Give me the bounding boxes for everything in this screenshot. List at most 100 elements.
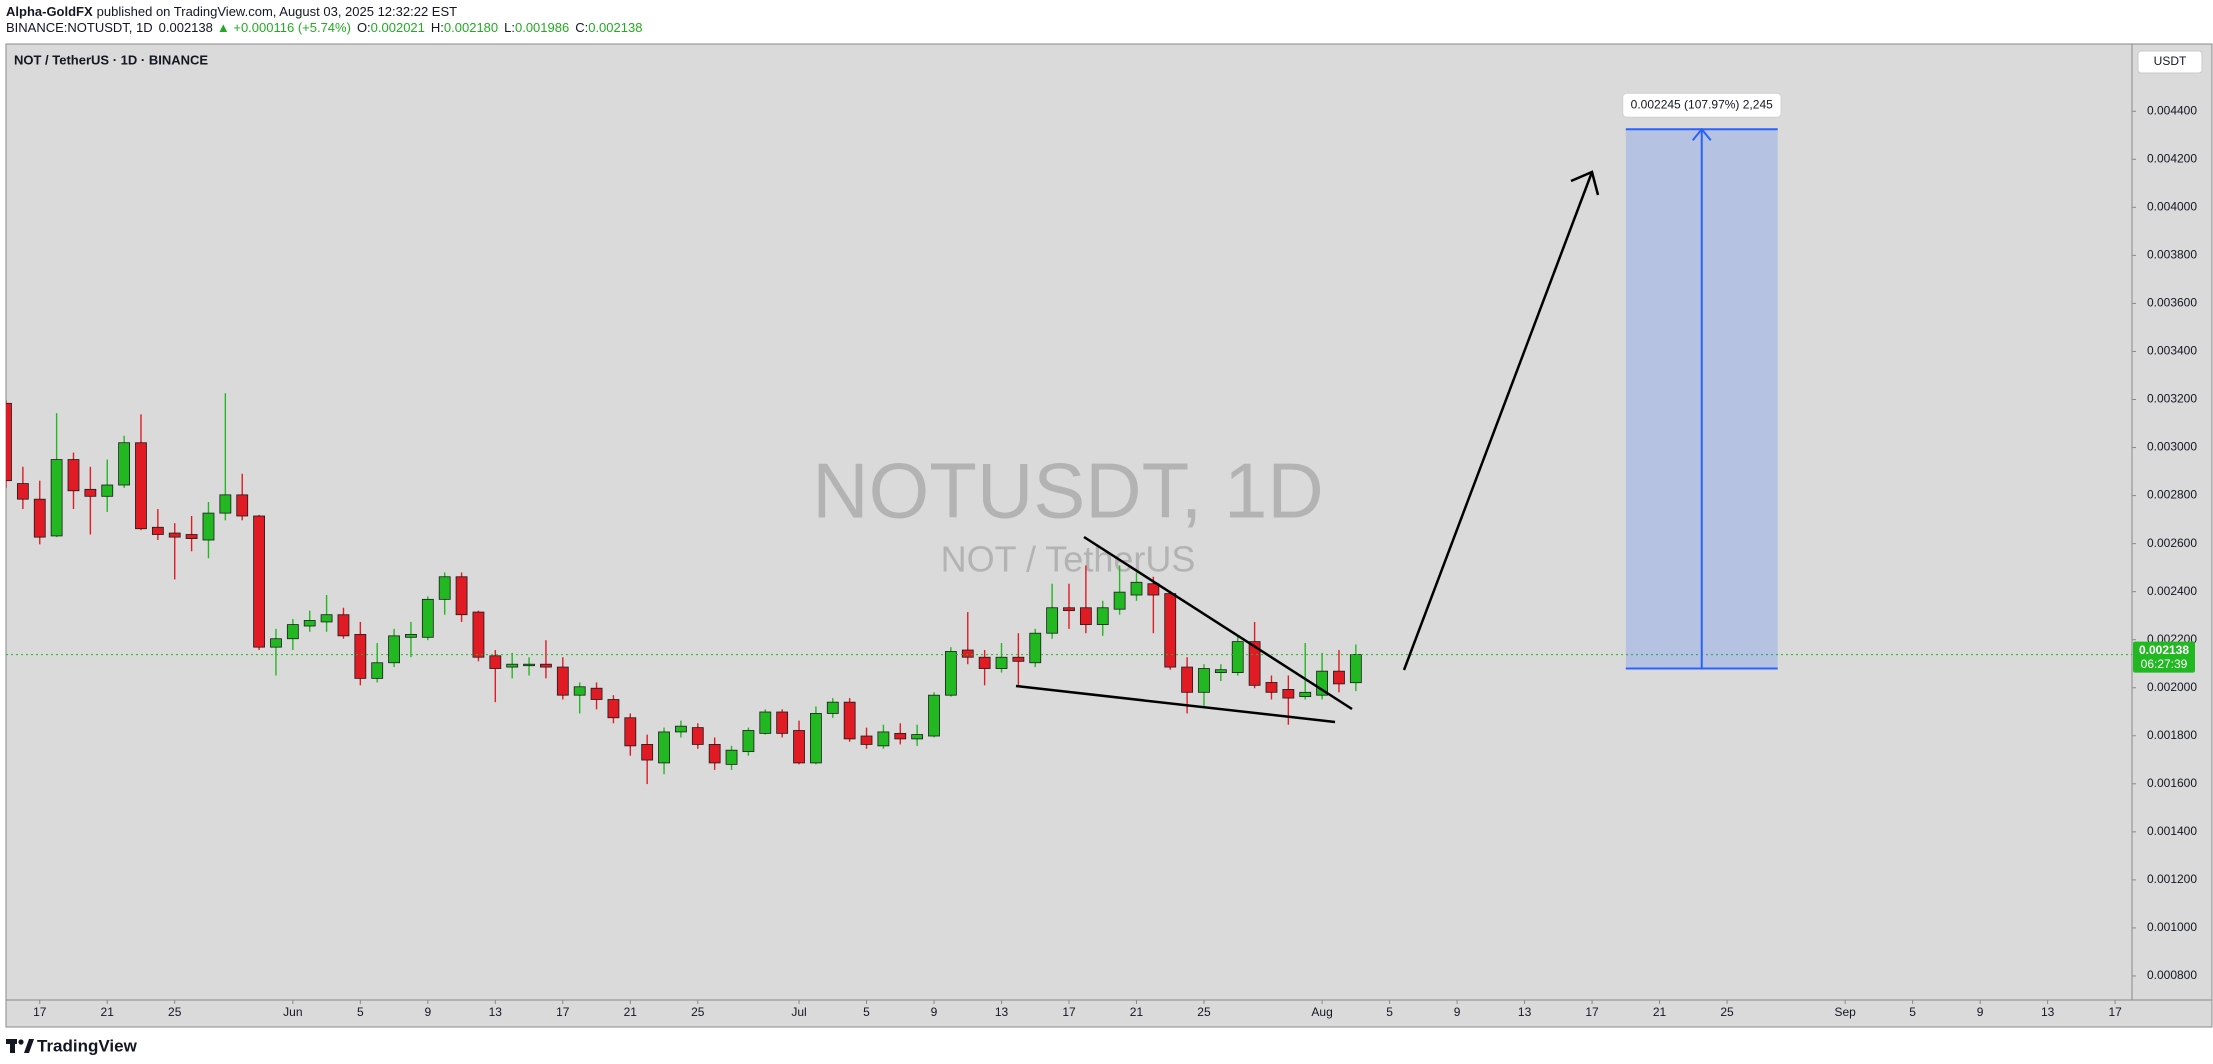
candle-body	[50, 459, 63, 537]
plot-area	[6, 127, 2132, 785]
candle-body	[1096, 607, 1109, 625]
forecast-arrow	[1402, 171, 1594, 671]
candle-body	[270, 638, 282, 648]
currency: USDT	[2154, 54, 2187, 68]
candle-body	[320, 614, 333, 623]
candle-body	[6, 402, 12, 482]
y-tick-label: 0.001600	[2147, 776, 2197, 790]
y-tick-label: 0.004000	[2147, 200, 2197, 214]
low: 0.001986	[515, 20, 569, 35]
candle-body	[489, 655, 502, 669]
candle-body	[1214, 669, 1227, 674]
candle-body	[337, 614, 350, 637]
candle-body	[556, 666, 569, 696]
candle-body	[1299, 691, 1312, 698]
x-tick-label: 5	[1386, 1005, 1393, 1019]
candle-body	[455, 576, 468, 616]
close: 0.002138	[588, 20, 642, 35]
candle-body	[1012, 656, 1025, 662]
x-tick-label: 13	[489, 1005, 503, 1019]
candle-body	[151, 526, 164, 535]
x-tick-label: 9	[1454, 1005, 1461, 1019]
high: 0.002180	[444, 20, 498, 35]
x-tick-label: Sep	[1834, 1005, 1856, 1019]
candle-body	[33, 498, 46, 538]
candle-body	[590, 687, 603, 700]
watermark: NOTUSDT, 1D	[812, 447, 1323, 535]
candle-body	[405, 634, 417, 638]
candle-body	[1349, 654, 1362, 684]
candle-body	[253, 515, 265, 648]
candle-body	[16, 483, 29, 500]
candle-body	[303, 620, 316, 627]
candle-body	[202, 512, 215, 541]
x-tick-label: Jul	[791, 1005, 806, 1019]
x-tick-label: 25	[168, 1005, 182, 1019]
candle-body	[641, 744, 654, 761]
open: 0.002021	[371, 20, 425, 35]
x-tick-label: 9	[424, 1005, 431, 1019]
candle-body	[1333, 670, 1345, 685]
candle-body	[658, 731, 670, 764]
published: published on TradingView.com, August 03,…	[97, 4, 457, 19]
candle-body	[219, 494, 232, 514]
candle-body	[725, 749, 738, 765]
y-tick-label: 0.001800	[2147, 728, 2197, 742]
x-tick-label: 25	[691, 1005, 705, 1019]
forecast-arrow-head	[1570, 170, 1600, 196]
x-tick-label: 9	[1977, 1005, 1984, 1019]
candle-body	[742, 730, 755, 753]
candle-body	[1248, 641, 1261, 686]
candle-body	[911, 734, 924, 740]
candle-body	[421, 598, 434, 638]
x-tick-label: 17	[1585, 1005, 1599, 1019]
countdown: 06:27:39	[2141, 657, 2188, 671]
x-tick-label: 13	[995, 1005, 1009, 1019]
c-label: C:	[575, 20, 588, 35]
candle-body	[1164, 593, 1177, 668]
y-tick-label: 0.001400	[2147, 824, 2197, 838]
y-tick-label: 0.001200	[2147, 872, 2197, 886]
candle-body	[826, 701, 839, 714]
header-line: Alpha-GoldFX published on TradingView.com…	[6, 4, 457, 19]
candle-body	[708, 744, 721, 764]
candle-body	[995, 656, 1008, 669]
x-tick-label: 21	[1130, 1005, 1144, 1019]
legend-title: NOT / TetherUS · 1D · BINANCE	[14, 52, 208, 67]
y-tick-label: 0.000800	[2147, 968, 2197, 982]
logo-part	[24, 1039, 34, 1053]
y-tick-label: 0.003600	[2147, 296, 2197, 310]
projection-label: 0.002245 (107.97%) 2,245	[1631, 97, 1773, 111]
projection-label-box	[1622, 92, 1782, 118]
y-tick-label: 0.003400	[2147, 344, 2197, 358]
currency-box[interactable]	[2137, 50, 2203, 74]
last-price-box	[2133, 641, 2195, 673]
candle-body	[1046, 607, 1059, 634]
candle-body	[944, 651, 957, 696]
candle-body	[118, 442, 131, 486]
candle-body	[168, 532, 181, 538]
x-tick-label: 25	[1197, 1005, 1211, 1019]
candle-body	[1113, 591, 1126, 610]
logo-part	[10, 1039, 15, 1053]
y-tick-label: 0.003200	[2147, 392, 2197, 406]
watermark-sub: NOT / TetherUS	[941, 539, 1196, 580]
candle-body	[961, 649, 974, 658]
y-tick-label: 0.002400	[2147, 584, 2197, 598]
change: ▲ +0.000116 (+5.74%)	[217, 20, 351, 35]
candle-body	[776, 711, 789, 734]
candle-body	[810, 713, 822, 764]
x-tick-label: 13	[2041, 1005, 2055, 1019]
x-tick-label: 25	[1720, 1005, 1734, 1019]
x-tick-label: 5	[1909, 1005, 1916, 1019]
x-tick-label: 17	[1062, 1005, 1076, 1019]
y-tick-label: 0.003800	[2147, 248, 2197, 262]
lower-trendline	[1015, 684, 1336, 724]
x-tick-label: 9	[931, 1005, 938, 1019]
candle-body	[1265, 682, 1278, 693]
candle-body	[607, 699, 620, 719]
candle-body	[1063, 607, 1075, 612]
y-tick-label: 0.002800	[2147, 488, 2197, 502]
